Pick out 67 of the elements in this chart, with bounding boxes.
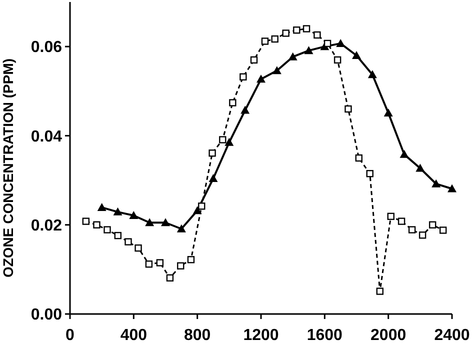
point [198,202,206,210]
y-tick-label: 0.04 [30,128,62,146]
point [134,244,142,252]
point [177,262,184,270]
point [376,288,384,295]
point [293,26,300,34]
point [161,218,170,226]
point [261,38,269,45]
point [432,179,441,188]
point [366,170,374,178]
x-tick-label: 400 [120,327,148,344]
x-tick-label: 1600 [306,327,343,344]
point [176,224,186,232]
point [439,226,447,234]
point [104,226,111,234]
point [355,154,362,162]
point [400,150,409,158]
point [229,99,236,106]
point [113,207,122,216]
point [428,221,436,228]
point [398,218,406,225]
point [250,56,258,64]
point [124,238,132,246]
y-axis-title: OZONE CONCENTRATION (PPM) [0,58,16,278]
point [187,256,195,264]
point [82,218,90,225]
point [302,25,310,32]
point [271,35,278,43]
point [288,52,298,60]
point [256,74,266,83]
x-tick-label: 2400 [434,327,470,344]
point [384,108,393,116]
point [156,259,164,266]
point [97,202,106,211]
x-tick-label: 1200 [243,327,279,344]
y-tick-label: 0.02 [30,217,62,234]
point [408,226,416,234]
point [240,73,247,80]
point [208,149,216,157]
point [368,70,377,78]
point [416,164,425,172]
y-tick-label: 0.00 [30,306,62,324]
point [352,50,361,59]
point [304,46,314,54]
y-tick-label: 0.06 [30,39,62,56]
x-tick-label: 0 [66,327,75,344]
point [145,218,154,226]
point [344,105,352,113]
point [448,184,456,192]
point [324,40,332,48]
point [314,31,321,39]
point [166,274,174,282]
point [272,66,282,74]
point [387,212,394,220]
point [208,174,218,182]
x-tick-label: 800 [184,327,211,344]
point [129,210,138,219]
point [334,56,342,64]
point [114,232,122,240]
point [224,138,234,146]
point [219,136,226,144]
point [240,106,250,114]
point [282,30,290,37]
x-tick-label: 2000 [370,327,406,344]
point [93,221,100,228]
point [418,232,426,239]
point [145,260,153,268]
